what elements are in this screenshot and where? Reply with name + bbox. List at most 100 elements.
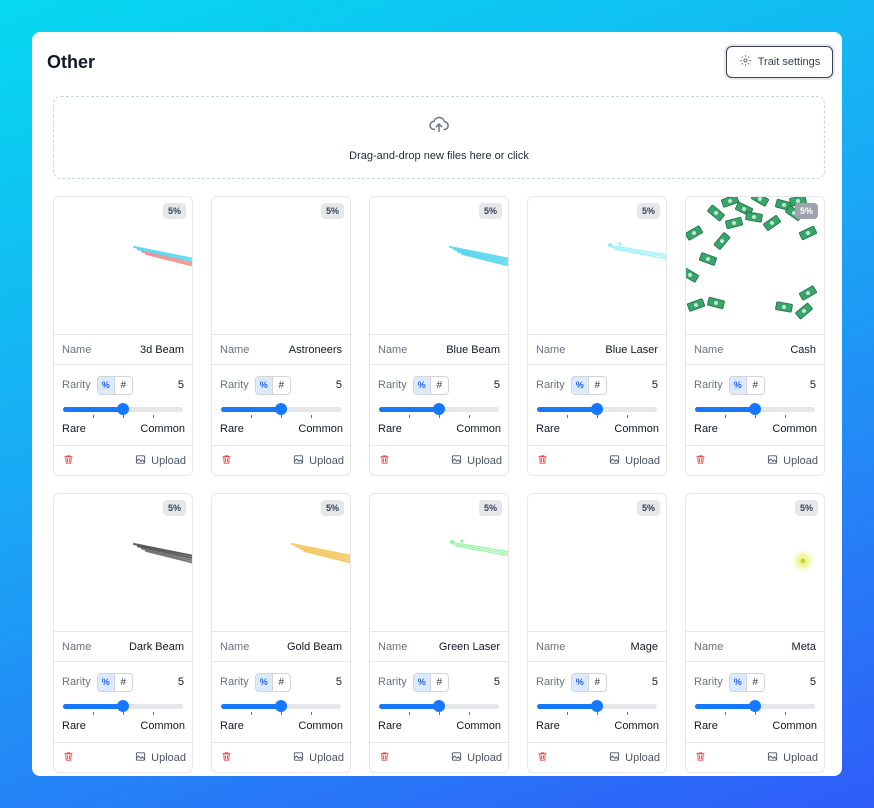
percent-mode-button[interactable]: % — [571, 376, 589, 394]
slider-thumb[interactable] — [749, 700, 761, 712]
rarity-slider[interactable] — [379, 402, 499, 418]
trait-image-preview[interactable]: 5% — [212, 494, 350, 632]
upload-button[interactable]: Upload — [767, 751, 818, 765]
rarity-value[interactable]: 5 — [651, 676, 658, 688]
upload-button[interactable]: Upload — [767, 454, 818, 468]
rarity-slider[interactable] — [221, 402, 341, 418]
upload-button[interactable]: Upload — [135, 751, 186, 765]
upload-button[interactable]: Upload — [609, 454, 660, 468]
rarity-value[interactable]: 5 — [177, 676, 184, 688]
slider-thumb[interactable] — [117, 403, 129, 415]
trait-image-preview[interactable]: 5% — [212, 197, 350, 335]
trait-name[interactable]: 3d Beam — [139, 343, 184, 356]
rarity-slider[interactable] — [379, 699, 499, 715]
slider-thumb[interactable] — [591, 403, 603, 415]
slider-thumb[interactable] — [275, 700, 287, 712]
trait-image-preview[interactable]: 5% — [686, 494, 824, 632]
rarity-slider[interactable] — [537, 699, 657, 715]
upload-button[interactable]: Upload — [609, 751, 660, 765]
upload-button[interactable]: Upload — [135, 454, 186, 468]
trait-name[interactable]: Mage — [630, 640, 658, 653]
trash-icon[interactable] — [221, 452, 232, 470]
trait-name[interactable]: Astroneers — [288, 343, 342, 356]
trait-name[interactable]: Green Laser — [438, 640, 500, 653]
percent-mode-button[interactable]: % — [97, 376, 115, 394]
percent-mode-button[interactable]: % — [413, 376, 431, 394]
count-mode-button[interactable]: # — [594, 676, 601, 688]
rarity-value[interactable]: 5 — [335, 676, 342, 688]
percent-mode-button[interactable]: % — [255, 376, 273, 394]
upload-button[interactable]: Upload — [451, 454, 502, 468]
upload-button[interactable]: Upload — [293, 751, 344, 765]
trait-name[interactable]: Cash — [790, 343, 816, 356]
slider-thumb[interactable] — [749, 403, 761, 415]
percent-mode-button[interactable]: % — [255, 673, 273, 691]
rarity-slider[interactable] — [63, 402, 183, 418]
count-mode-button[interactable]: # — [436, 379, 443, 391]
trash-icon[interactable] — [695, 749, 706, 767]
upload-button[interactable]: Upload — [451, 751, 502, 765]
trait-image-preview[interactable]: 5% — [370, 494, 508, 632]
trait-image-preview[interactable]: 5% — [54, 494, 192, 632]
rarity-slider[interactable] — [537, 402, 657, 418]
rarity-value[interactable]: 5 — [809, 379, 816, 391]
trash-icon[interactable] — [63, 749, 74, 767]
rarity-value[interactable]: 5 — [493, 676, 500, 688]
trash-icon[interactable] — [379, 452, 390, 470]
count-mode-button[interactable]: # — [436, 676, 443, 688]
rarity-value[interactable]: 5 — [493, 379, 500, 391]
rarity-value[interactable]: 5 — [651, 379, 658, 391]
percent-mode-button[interactable]: % — [413, 673, 431, 691]
slider-tick — [93, 712, 94, 715]
slider-tick — [755, 712, 756, 715]
slider-fill — [221, 704, 281, 709]
rarity-value[interactable]: 5 — [809, 676, 816, 688]
count-mode-button[interactable]: # — [752, 379, 759, 391]
rarity-slider[interactable] — [695, 699, 815, 715]
rarity-slider[interactable] — [221, 699, 341, 715]
trait-name[interactable]: Blue Beam — [446, 343, 500, 356]
count-mode-button[interactable]: # — [594, 379, 601, 391]
slider-tick — [597, 712, 598, 715]
file-dropzone[interactable]: Drag-and-drop new files here or click — [53, 96, 825, 179]
percent-mode-button[interactable]: % — [97, 673, 115, 691]
upload-button[interactable]: Upload — [293, 454, 344, 468]
slider-thumb[interactable] — [117, 700, 129, 712]
trait-image-preview[interactable]: 5% — [54, 197, 192, 335]
count-mode-button[interactable]: # — [120, 676, 127, 688]
trash-icon[interactable] — [695, 452, 706, 470]
percent-mode-button[interactable]: % — [571, 673, 589, 691]
slider-fill — [221, 407, 281, 412]
trash-icon[interactable] — [379, 749, 390, 767]
count-mode-button[interactable]: # — [278, 379, 285, 391]
rarity-value[interactable]: 5 — [335, 379, 342, 391]
percent-mode-button[interactable]: % — [729, 376, 747, 394]
trait-image-preview[interactable]: 5% — [528, 494, 666, 632]
count-mode-button[interactable]: # — [278, 676, 285, 688]
slider-thumb[interactable] — [591, 700, 603, 712]
trash-icon[interactable] — [63, 452, 74, 470]
trash-icon[interactable] — [537, 452, 548, 470]
rarity-slider[interactable] — [63, 699, 183, 715]
trait-name[interactable]: Blue Laser — [605, 343, 658, 356]
slider-tick — [281, 712, 282, 715]
trash-icon[interactable] — [221, 749, 232, 767]
trait-settings-button[interactable]: Trait settings — [726, 46, 833, 78]
trait-image-preview[interactable]: 5% — [528, 197, 666, 335]
count-mode-button[interactable]: # — [752, 676, 759, 688]
slider-tick — [409, 712, 410, 715]
percent-mode-button[interactable]: % — [729, 673, 747, 691]
rarity-value[interactable]: 5 — [177, 379, 184, 391]
trait-image-preview[interactable]: 5% — [370, 197, 508, 335]
common-label: Common — [140, 423, 185, 435]
trait-name[interactable]: Gold Beam — [286, 640, 342, 653]
count-mode-button[interactable]: # — [120, 379, 127, 391]
trait-image-preview[interactable]: 5% — [686, 197, 824, 335]
trait-name[interactable]: Meta — [791, 640, 816, 653]
rarity-slider[interactable] — [695, 402, 815, 418]
slider-thumb[interactable] — [433, 403, 445, 415]
trait-name[interactable]: Dark Beam — [128, 640, 184, 653]
slider-thumb[interactable] — [275, 403, 287, 415]
slider-thumb[interactable] — [433, 700, 445, 712]
trash-icon[interactable] — [537, 749, 548, 767]
